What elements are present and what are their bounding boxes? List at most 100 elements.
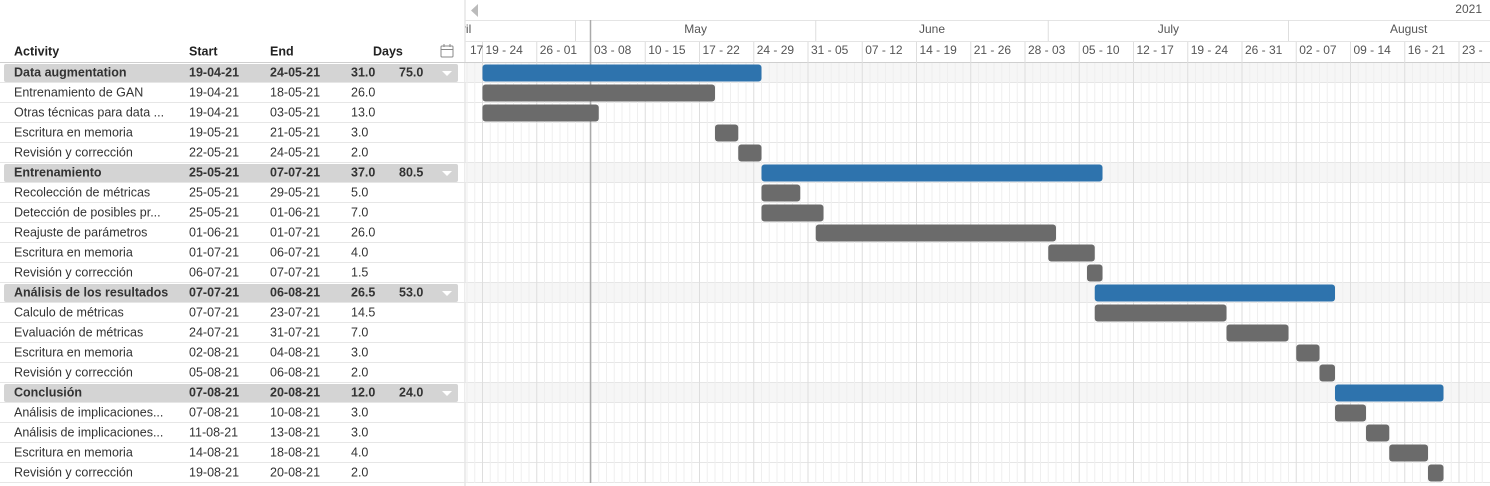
scroll-left[interactable] [471,4,478,17]
task-bar[interactable] [1296,344,1320,362]
activity-name: Conclusión [14,385,82,399]
group-total: 80.5 [399,165,423,179]
group-total: 53.0 [399,285,423,299]
end-date: 07-07-21 [270,165,320,179]
activity-name: Entrenamiento [14,165,102,179]
task-bar[interactable] [1319,364,1336,382]
activity-name: Evaluación de métricas [14,325,143,339]
start-date: 25-05-21 [189,185,239,199]
task-bar[interactable] [482,84,716,102]
group-row [4,64,458,82]
activity-name: Revisión y corrección [14,265,133,279]
task-bar[interactable] [1366,424,1390,442]
end-date: 10-08-21 [270,405,320,419]
activity-name: Detección de posibles pr... [14,205,161,219]
week-label: 03 - 08 [594,43,632,57]
task-bar[interactable] [1335,404,1366,422]
end-date: 20-08-21 [270,385,320,399]
task-bar[interactable] [761,184,801,202]
group-bar[interactable] [1335,384,1444,402]
duration: 26.0 [351,225,375,239]
task-bar[interactable] [482,104,599,122]
week-label: 02 - 07 [1299,43,1337,57]
week-label: 21 - 26 [974,43,1012,57]
expand-toggle[interactable] [442,391,452,396]
group-total: 75.0 [399,65,423,79]
calendar-icon[interactable] [440,44,454,58]
column-header[interactable]: Days [373,44,403,58]
duration: 7.0 [351,205,368,219]
week-label: 05 - 10 [1082,43,1120,57]
duration: 3.0 [351,405,368,419]
task-bar[interactable] [1389,444,1428,462]
activity-name: Recolección de métricas [14,185,150,199]
end-date: 07-07-21 [270,265,320,279]
start-date: 22-05-21 [189,145,239,159]
end-date: 18-05-21 [270,85,320,99]
end-date: 01-06-21 [270,205,320,219]
end-date: 18-08-21 [270,445,320,459]
duration: 3.0 [351,425,368,439]
week-label: 09 - 14 [1354,43,1392,57]
week-label: 28 - 03 [1028,43,1066,57]
end-date: 06-07-21 [270,245,320,259]
task-bar[interactable] [761,204,824,222]
task-bar[interactable] [715,124,739,142]
week-label: 23 - [1462,43,1483,57]
task-bar[interactable] [1094,304,1227,322]
start-date: 14-08-21 [189,445,239,459]
group-bar[interactable] [761,164,1103,182]
duration: 1.5 [351,265,368,279]
start-date: 07-08-21 [189,405,239,419]
end-date: 03-05-21 [270,105,320,119]
column-header[interactable]: Start [189,44,218,58]
start-date: 02-08-21 [189,345,239,359]
expand-toggle[interactable] [442,291,452,296]
duration: 2.0 [351,365,368,379]
group-row [4,164,458,182]
activity-name: Revisión y corrección [14,145,133,159]
start-date: 07-08-21 [189,385,239,399]
task-bar[interactable] [1048,244,1095,262]
duration: 3.0 [351,345,368,359]
group-row [4,284,458,302]
activity-name: Reajuste de parámetros [14,225,147,239]
start-date: 07-07-21 [189,305,239,319]
expand-toggle[interactable] [442,171,452,176]
end-date: 20-08-21 [270,465,320,479]
start-date: 01-06-21 [189,225,239,239]
column-header[interactable]: Activity [14,44,59,58]
start-date: 19-04-21 [189,85,239,99]
task-bar[interactable] [1226,324,1289,342]
group-bar[interactable] [1094,284,1335,302]
month-label: July [1158,22,1179,36]
expand-toggle[interactable] [442,71,452,76]
start-date: 19-05-21 [189,125,239,139]
week-label: 12 - 17 [1137,43,1175,57]
week-label: 19 - 24 [486,43,524,57]
start-date: 11-08-21 [189,425,238,439]
task-bar[interactable] [815,224,1056,242]
activity-name: Escritura en memoria [14,125,133,139]
week-label: 31 - 05 [811,43,849,57]
task-bar[interactable] [1087,264,1103,282]
start-date: 01-07-21 [189,245,239,259]
start-date: 19-08-21 [189,465,239,479]
group-total: 24.0 [399,385,423,399]
start-date: 05-08-21 [189,365,239,379]
week-label: 24 - 29 [757,43,795,57]
group-row [4,384,458,402]
column-header[interactable]: End [270,44,294,58]
duration: 37.0 [351,165,375,179]
year-label: 2021 [1455,2,1482,16]
start-date: 07-07-21 [189,285,239,299]
task-bar[interactable] [738,144,762,162]
week-label: 17 [470,43,484,57]
task-bar[interactable] [1428,464,1444,482]
activity-name: Análisis de los resultados [14,285,168,299]
end-date: 31-07-21 [270,325,320,339]
week-label: 07 - 12 [865,43,903,57]
duration: 14.5 [351,305,375,319]
activity-name: Escritura en memoria [14,445,133,459]
group-bar[interactable] [482,64,762,82]
